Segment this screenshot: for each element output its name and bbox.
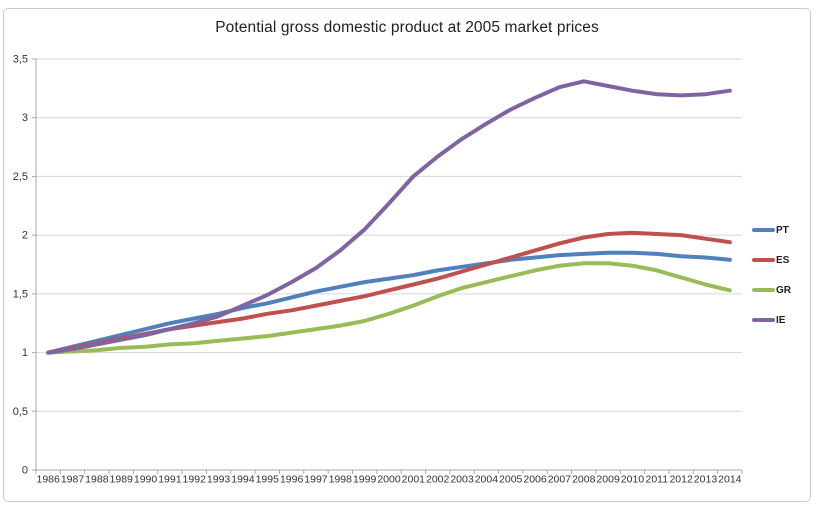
svg-text:2013: 2013 <box>694 474 718 486</box>
svg-text:1,5: 1,5 <box>13 288 28 300</box>
svg-text:2: 2 <box>22 230 28 242</box>
legend-item-pt: PT <box>752 222 810 238</box>
svg-text:2002: 2002 <box>426 474 450 486</box>
svg-text:2007: 2007 <box>548 474 572 486</box>
svg-text:1990: 1990 <box>134 474 158 486</box>
legend-label-es: ES <box>776 254 790 266</box>
svg-text:2000: 2000 <box>377 474 401 486</box>
legend-label-gr: GR <box>776 284 791 296</box>
svg-text:2003: 2003 <box>450 474 474 486</box>
legend: PT ES GR IE <box>752 222 810 328</box>
svg-text:1986: 1986 <box>36 474 60 486</box>
legend-label-ie: IE <box>776 314 786 326</box>
svg-text:1: 1 <box>22 347 28 359</box>
svg-text:2006: 2006 <box>523 474 547 486</box>
svg-text:1999: 1999 <box>353 474 377 486</box>
svg-text:2,5: 2,5 <box>13 171 28 183</box>
pt-line-swatch <box>752 228 775 232</box>
svg-text:1989: 1989 <box>110 474 134 486</box>
svg-text:1995: 1995 <box>256 474 280 486</box>
svg-text:2004: 2004 <box>475 474 499 486</box>
svg-text:2010: 2010 <box>621 474 645 486</box>
svg-text:0,5: 0,5 <box>13 406 28 418</box>
chart-title: Potential gross domestic product at 2005… <box>215 19 599 36</box>
ie-line-swatch <box>752 318 775 322</box>
svg-text:2014: 2014 <box>718 474 742 486</box>
gr-line-swatch <box>752 288 775 292</box>
svg-text:2005: 2005 <box>499 474 523 486</box>
legend-item-gr: GR <box>752 282 810 298</box>
legend-item-es: ES <box>752 252 810 268</box>
legend-item-ie: IE <box>752 312 810 328</box>
svg-text:1998: 1998 <box>329 474 353 486</box>
svg-text:2012: 2012 <box>669 474 693 486</box>
svg-text:3,5: 3,5 <box>13 54 28 66</box>
svg-text:1993: 1993 <box>207 474 231 486</box>
svg-text:2009: 2009 <box>596 474 620 486</box>
svg-text:2011: 2011 <box>645 474 668 486</box>
svg-text:1997: 1997 <box>304 474 328 486</box>
svg-text:1988: 1988 <box>85 474 109 486</box>
es-line-swatch <box>752 258 775 262</box>
legend-label-pt: PT <box>776 224 789 236</box>
svg-text:1996: 1996 <box>280 474 304 486</box>
svg-text:1987: 1987 <box>61 474 85 486</box>
svg-text:1991: 1991 <box>158 474 182 486</box>
svg-text:0: 0 <box>22 465 28 477</box>
svg-text:2001: 2001 <box>402 474 426 486</box>
svg-text:3: 3 <box>22 112 28 124</box>
svg-text:1994: 1994 <box>231 474 255 486</box>
svg-text:2008: 2008 <box>572 474 596 486</box>
svg-text:1992: 1992 <box>183 474 207 486</box>
